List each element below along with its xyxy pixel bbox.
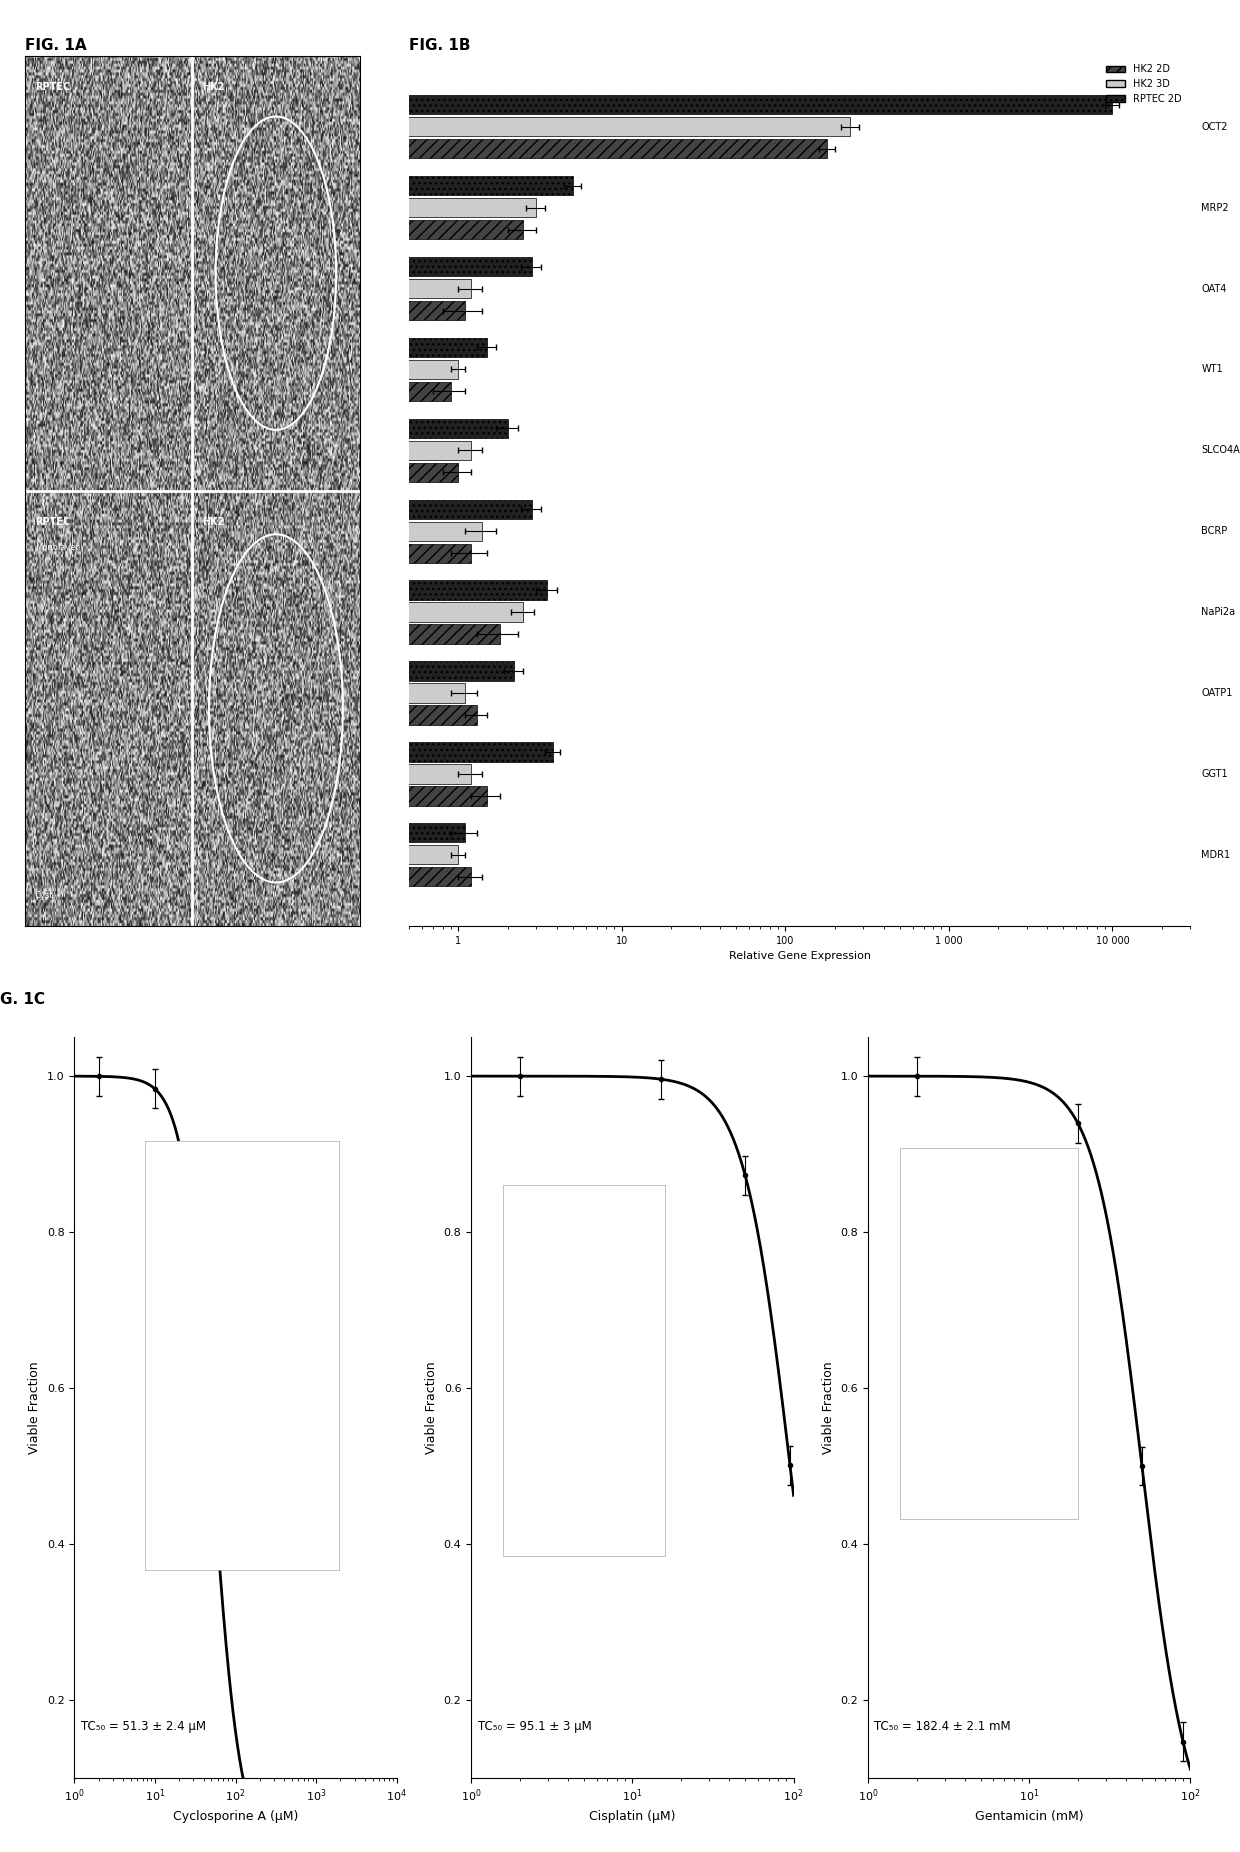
Bar <box>0 441 471 459</box>
Legend: HK2 2D, HK2 3D, RPTEC 2D: HK2 2D, HK2 3D, RPTEC 2D <box>1102 61 1185 107</box>
X-axis label: Cyclosporine A (μM): Cyclosporine A (μM) <box>172 1809 299 1822</box>
Bar <box>0 661 515 682</box>
Text: Cyst: Cyst <box>35 891 53 900</box>
Text: HK2: HK2 <box>202 517 224 526</box>
Bar <box>0 743 553 761</box>
Text: OAT4: OAT4 <box>1202 283 1226 294</box>
Bar <box>0 543 471 563</box>
Text: Monolayer: Monolayer <box>35 543 79 552</box>
Bar <box>0 787 487 806</box>
Text: RPTEC: RPTEC <box>35 81 71 91</box>
Bar <box>0 845 459 865</box>
Bar <box>0 139 827 159</box>
Bar <box>0 602 523 622</box>
Bar <box>0 765 471 783</box>
Text: TC₅₀ = 182.4 ± 2.1 mM: TC₅₀ = 182.4 ± 2.1 mM <box>874 1721 1011 1733</box>
Text: TC₅₀ = 95.1 ± 3 μM: TC₅₀ = 95.1 ± 3 μM <box>477 1721 591 1733</box>
Text: GGT1: GGT1 <box>1202 769 1228 780</box>
Bar <box>0 117 851 137</box>
Bar <box>0 580 547 600</box>
Bar <box>0 624 500 644</box>
X-axis label: Gentamicin (mM): Gentamicin (mM) <box>975 1809 1084 1822</box>
Text: OATP1: OATP1 <box>1202 687 1233 698</box>
Bar <box>0 867 471 887</box>
Bar <box>0 359 459 380</box>
X-axis label: Cisplatin (μM): Cisplatin (μM) <box>589 1809 676 1822</box>
Text: FIG. 1C: FIG. 1C <box>0 993 45 1007</box>
Bar <box>0 337 487 357</box>
Text: NaPi2a: NaPi2a <box>1202 607 1235 617</box>
Bar <box>0 463 459 482</box>
Text: BCRP: BCRP <box>1202 526 1228 537</box>
Bar <box>0 683 465 702</box>
Bar <box>0 500 532 519</box>
Text: SLCO4A1: SLCO4A1 <box>1202 444 1240 456</box>
Text: WT1: WT1 <box>1202 365 1223 374</box>
Text: MRP2: MRP2 <box>1202 202 1229 213</box>
Bar <box>0 94 1112 115</box>
Bar <box>0 822 465 843</box>
Y-axis label: Viable Fraction: Viable Fraction <box>29 1361 41 1454</box>
Text: FIG. 1A: FIG. 1A <box>25 39 87 54</box>
Text: RPTEC: RPTEC <box>35 517 71 526</box>
Text: OCT2: OCT2 <box>1202 122 1228 131</box>
Text: TC₅₀ = 51.3 ± 2.4 μM: TC₅₀ = 51.3 ± 2.4 μM <box>81 1721 206 1733</box>
Y-axis label: Viable Fraction: Viable Fraction <box>822 1361 835 1454</box>
Bar <box>0 382 451 402</box>
Bar <box>0 522 482 541</box>
Bar <box>0 706 477 724</box>
Bar <box>0 257 532 276</box>
Bar <box>0 198 537 217</box>
Text: MDR1: MDR1 <box>1202 850 1230 859</box>
Bar <box>0 300 465 320</box>
Bar <box>0 220 523 239</box>
Bar <box>0 419 507 439</box>
X-axis label: Relative Gene Expression: Relative Gene Expression <box>729 952 870 961</box>
Text: HK2: HK2 <box>202 81 224 91</box>
Text: FIG. 1B: FIG. 1B <box>409 39 471 54</box>
Bar <box>0 280 471 298</box>
Bar <box>0 176 573 194</box>
Y-axis label: Viable Fraction: Viable Fraction <box>425 1361 438 1454</box>
